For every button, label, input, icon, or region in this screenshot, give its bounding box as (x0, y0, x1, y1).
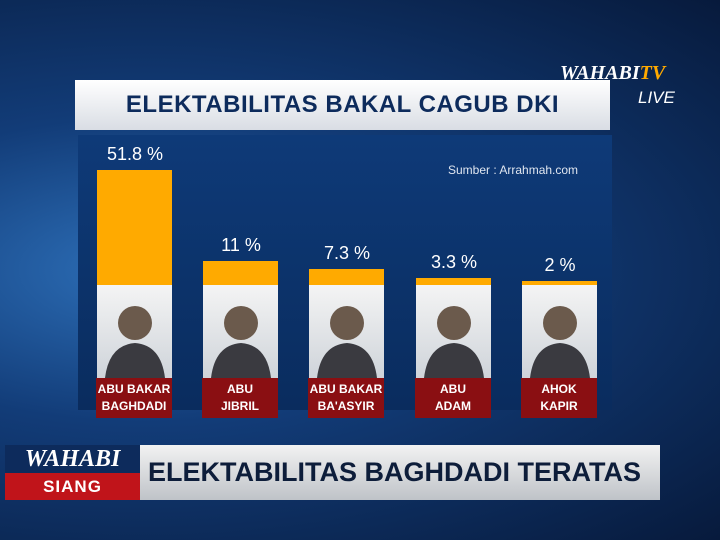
program: SIANG (5, 473, 140, 500)
portrait (211, 306, 271, 378)
bar (522, 280, 597, 285)
source: Sumber : Arrahmah.com (448, 163, 579, 177)
portrait (317, 306, 377, 378)
bar (203, 260, 278, 285)
photo (203, 285, 278, 378)
photo (97, 285, 172, 378)
channel-logo: WAHABITV (560, 62, 665, 85)
category-label: ABU JIBRIL (202, 378, 278, 418)
live-badge: LIVE (638, 88, 675, 107)
bar (97, 170, 172, 285)
bar (309, 268, 384, 285)
channel-suffix: TV (639, 62, 666, 84)
portrait (530, 306, 590, 378)
title-box: ELEKTABILITAS BAKAL CAGUB DKI JAKARTA (75, 80, 610, 168)
photo (522, 285, 597, 378)
value-label: 11 % (221, 234, 261, 255)
category-label: ABU BAKAR BA'ASYIR (308, 378, 384, 418)
value-label: 7.3 % (323, 242, 371, 263)
category-label: AHOK KAPIR (521, 378, 597, 418)
channel-name: WAHABI (560, 62, 640, 84)
value-label: 2 % (544, 254, 576, 275)
bar (416, 277, 491, 285)
portrait (424, 306, 484, 378)
value-label: 3.3 % (430, 251, 478, 272)
photo (309, 285, 384, 378)
category-label: ABU BAKAR BAGHDADI (96, 378, 172, 418)
portrait (105, 306, 165, 378)
headline: ELEKTABILITAS BAGHDADI TERATAS (148, 457, 641, 487)
photo (416, 285, 491, 378)
brand: WAHABI (5, 445, 140, 473)
value-label: 51.8 % (106, 144, 164, 164)
category-label: ABU ADAM (415, 378, 491, 418)
